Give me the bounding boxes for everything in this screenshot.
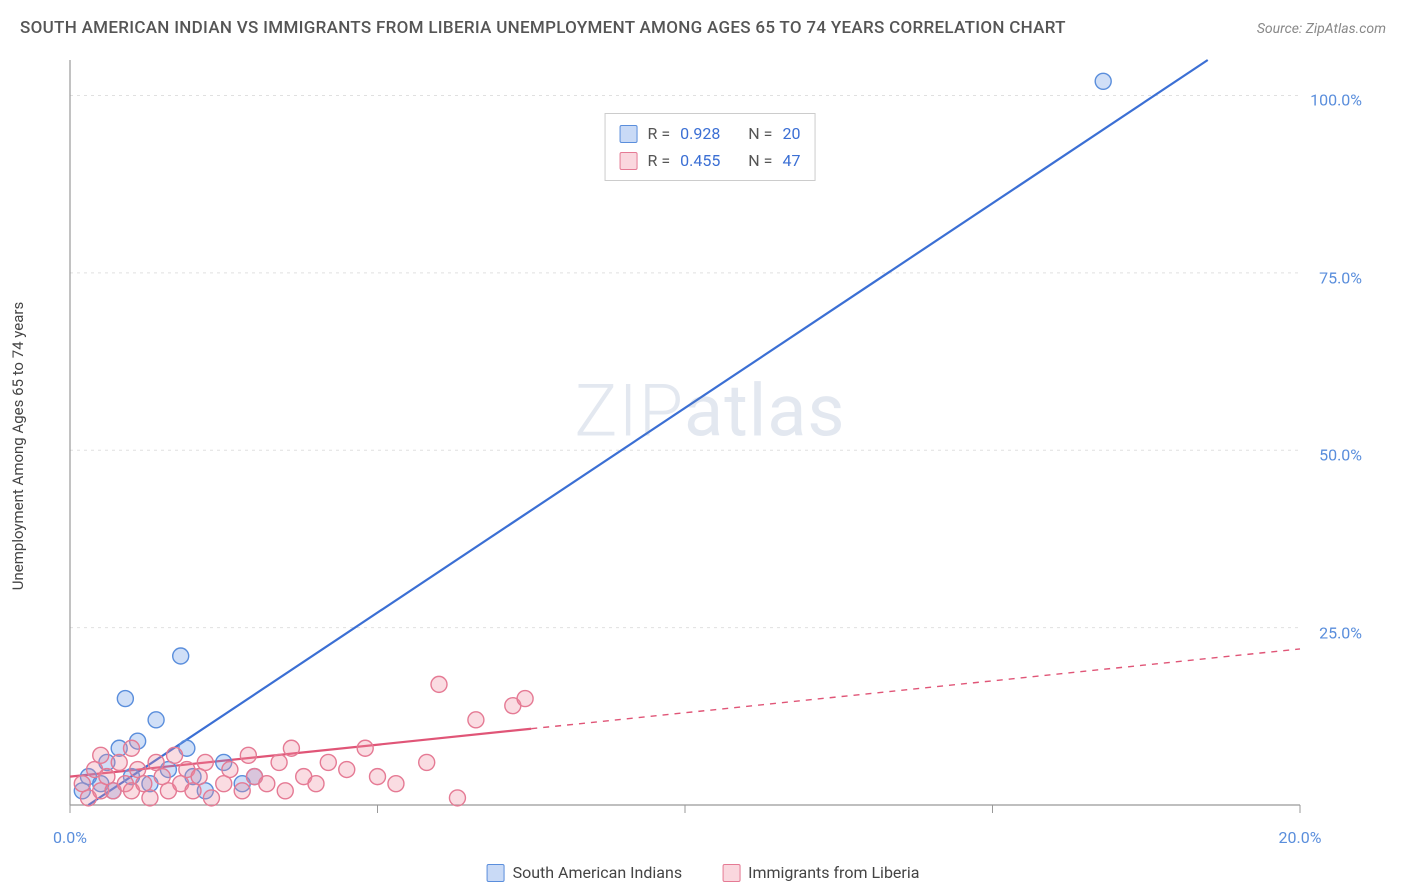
scatter-plot: ZIPatlas R = 0.928 N = 20 R = 0.455 N = … — [60, 55, 1360, 845]
y-tick-label: 50.0% — [1319, 446, 1362, 465]
r-value-pink: 0.455 — [680, 147, 720, 174]
title-bar: SOUTH AMERICAN INDIAN VS IMMIGRANTS FROM… — [20, 18, 1386, 38]
swatch-pink-icon — [620, 152, 638, 170]
source-attribution: Source: ZipAtlas.com — [1257, 21, 1386, 37]
swatch-blue-icon — [620, 125, 638, 143]
legend-label-blue: South American Indians — [513, 863, 683, 882]
series-legend: South American Indians Immigrants from L… — [487, 863, 920, 882]
y-tick-label: 75.0% — [1319, 268, 1362, 287]
legend-label-pink: Immigrants from Liberia — [748, 863, 919, 882]
y-axis-label: Unemployment Among Ages 65 to 74 years — [9, 302, 27, 590]
chart-title: SOUTH AMERICAN INDIAN VS IMMIGRANTS FROM… — [20, 18, 1066, 38]
swatch-blue-icon — [487, 864, 505, 882]
n-label: N = — [748, 147, 772, 174]
x-tick-label: 0.0% — [53, 828, 87, 847]
r-label: R = — [648, 147, 671, 174]
y-tick-label: 100.0% — [1310, 91, 1362, 110]
n-value-pink: 47 — [782, 147, 800, 174]
legend-row-pink: R = 0.455 N = 47 — [620, 147, 801, 174]
y-tick-label: 25.0% — [1319, 623, 1362, 642]
legend-item-blue: South American Indians — [487, 863, 683, 882]
n-value-blue: 20 — [782, 120, 800, 147]
n-label: N = — [748, 120, 772, 147]
r-label: R = — [648, 120, 671, 147]
x-tick-label: 20.0% — [1279, 828, 1322, 847]
correlation-legend: R = 0.928 N = 20 R = 0.455 N = 47 — [605, 113, 816, 181]
legend-item-pink: Immigrants from Liberia — [722, 863, 919, 882]
r-value-blue: 0.928 — [680, 120, 720, 147]
swatch-pink-icon — [722, 864, 740, 882]
legend-row-blue: R = 0.928 N = 20 — [620, 120, 801, 147]
